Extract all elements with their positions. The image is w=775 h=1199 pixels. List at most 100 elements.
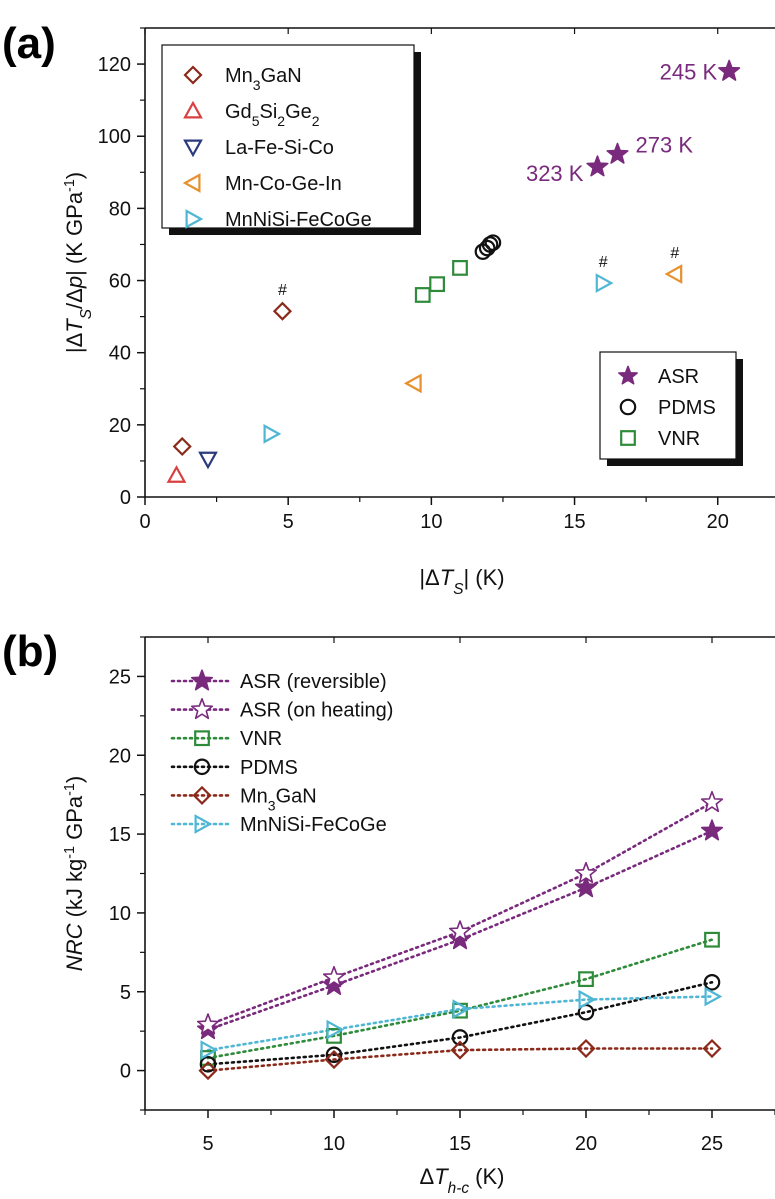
panel-a-legend-label-asr: ASR <box>658 366 699 388</box>
panel-b-y-tick-label: 10 <box>109 903 131 925</box>
panel-a-point-vnr <box>452 260 468 276</box>
panel-a-legend-label-mnnisi: MnNiSi-FeCoGe <box>225 209 372 231</box>
panel-b-point-vnr <box>578 971 594 988</box>
panel-a-legend-marker-mnnisi <box>185 209 204 229</box>
panel-a-y-title-part: S <box>78 308 95 319</box>
panel-b-y-title: NRC (kJ kg-1 GPa-1) <box>62 776 87 971</box>
panel-b-point-vnr <box>704 931 720 948</box>
panel-a-legend-label-mn3gan: Mn3GaN <box>225 65 302 93</box>
panel-b-legend-label-part: ASR (on heating) <box>240 700 393 722</box>
panel-b-x-tick-label: 15 <box>449 1133 471 1155</box>
panel-a-legend-label-part: Mn <box>225 65 253 87</box>
panel-b-point-asr_heat <box>448 920 472 942</box>
panel-b-legend-marker-asr_rev <box>190 669 214 691</box>
panel-a-point-mnnisi <box>263 423 282 444</box>
panel-a-point-asr <box>606 142 629 164</box>
panel-a-x-title-part: |Δ <box>419 565 440 590</box>
panel-a-x-title-part: T <box>440 565 455 590</box>
panel-b-label: (b) <box>2 627 58 676</box>
panel-b-y-title-part: GPa <box>62 795 87 846</box>
panel-b-legend-label-asr_heat: ASR (on heating) <box>240 700 393 722</box>
panel-a-x-title: |ΔTS| (K) <box>419 565 504 598</box>
panel-b-legend-marker-mnnisi <box>194 814 213 834</box>
panel-b-legend-label-pdms: PDMS <box>240 757 298 779</box>
panel-a-x-title-part: | (K) <box>463 565 504 590</box>
panel-b-y-tick-label: 15 <box>109 824 131 846</box>
panel-a-legend-label-vnr: VNR <box>658 428 700 450</box>
panel-b-line-pdms <box>206 980 714 1066</box>
panel-a-y-tick-label: 60 <box>109 271 131 293</box>
panel-a-legend-label-part: Si <box>259 101 277 123</box>
panel-b-point-pdms <box>703 973 721 991</box>
panel-a-point-vnr <box>429 276 445 293</box>
panel-b-y-title-part: ) <box>62 776 87 783</box>
panel-b-legend-label-part: Mn <box>240 785 268 807</box>
panel-b-point-mnnisi <box>200 1040 219 1060</box>
panel-b-y-title-part: -1 <box>62 846 78 859</box>
panel-b-point-pdms <box>451 1029 469 1046</box>
panel-a-y-tick-label: 80 <box>109 198 131 220</box>
panel-a-point-pdms <box>478 239 496 257</box>
panel-a-legend-label-gd5si2ge2: Gd5Si2Ge2 <box>225 101 320 129</box>
panel-a-legend-label-part: Gd <box>225 101 252 123</box>
panel-b-x-tick-label: 10 <box>323 1133 345 1155</box>
panel-b-point-asr_rev <box>448 928 472 950</box>
panel-a-x-tick-label: 0 <box>139 511 150 533</box>
panel-a-x-tick-label: 10 <box>420 511 442 533</box>
panel-a-y-title-part: |Δ <box>62 332 87 353</box>
panel-b-point-asr_rev <box>574 876 598 898</box>
panel-a-hash-mark: # <box>670 245 679 262</box>
panel-b-line-asr_heat <box>206 801 714 1027</box>
panel-a-point-mnnisi <box>595 273 614 293</box>
panel-a-y-title-part: T <box>62 318 87 333</box>
panel-b-x-title: ΔTh-c (K) <box>420 1164 505 1194</box>
panel-a-point-pdms <box>481 236 499 253</box>
panel-a-y-tick-label: 100 <box>98 126 131 148</box>
panel-b-x-title-part: T <box>434 1164 449 1189</box>
panel-b-x-tick-label: 5 <box>202 1133 213 1155</box>
panel-b-legend-label-part: PDMS <box>240 757 298 779</box>
panel-b-point-asr_heat <box>700 790 724 813</box>
panel-a-point-asr <box>586 155 609 177</box>
panel-a-point-mncogein <box>664 264 683 284</box>
panel-a-x-tick-label: 15 <box>563 511 585 533</box>
panel-b-x-tick-label: 25 <box>701 1133 723 1155</box>
panel-a-y-tick-label: 20 <box>109 415 131 437</box>
panel-a-point-gd5si2ge2 <box>166 465 187 483</box>
panel-a-legend-label-part: 3 <box>253 77 261 93</box>
panel-a-legend-label-part: La-Fe-Si-Co <box>225 137 334 159</box>
panel-b-legend-marker-vnr <box>194 730 210 747</box>
panel-b-y-title-part: (kJ kg <box>62 859 87 924</box>
panel-b-point-mn3gan <box>702 1038 722 1059</box>
panel-a-legend-marker-mncogein <box>182 173 201 193</box>
panel-b-legend-label-mn3gan: Mn3GaN <box>240 785 317 813</box>
panel-b-legend-label-mnnisi: MnNiSi-FeCoGe <box>240 814 387 836</box>
panel-b-legend-marker-mn3gan <box>192 785 212 805</box>
panel-b-point-asr_rev <box>322 973 346 995</box>
panel-b-legend-label-vnr: VNR <box>240 728 282 750</box>
panel-a-hash-mark: # <box>599 254 608 271</box>
panel-a-label: (a) <box>2 19 56 68</box>
panel-a-legend-label-pdms: PDMS <box>658 397 716 419</box>
panel-b-y-tick-label: 25 <box>109 666 131 688</box>
panel-b-x-title-part: (K) <box>469 1164 504 1189</box>
panel-b-y-title-part: NRC <box>62 923 87 971</box>
panel-b-point-pdms <box>199 1055 217 1073</box>
panel-b-point-mn3gan <box>450 1040 470 1060</box>
panel-a-point-mn3gan <box>172 436 192 457</box>
panel-a-legend-marker-lafesico <box>183 139 203 158</box>
panel-a-y-tick-label: 0 <box>120 487 131 509</box>
panel-b-point-mn3gan <box>198 1061 218 1081</box>
panel-b-line-vnr <box>206 938 714 1060</box>
panel-a-y-title-part: p <box>62 276 87 289</box>
panel-a-x-tick-label: 5 <box>283 511 294 533</box>
panel-a-point-mn3gan <box>272 301 293 321</box>
panel-b-legend-marker-asr_heat <box>190 697 214 720</box>
panel-a-annotation: 245 K <box>660 59 718 84</box>
panel-a-legend-marker-vnr <box>620 430 636 446</box>
panel-b-legend-marker-pdms <box>193 758 211 776</box>
panel-b-point-mnnisi <box>578 989 597 1010</box>
